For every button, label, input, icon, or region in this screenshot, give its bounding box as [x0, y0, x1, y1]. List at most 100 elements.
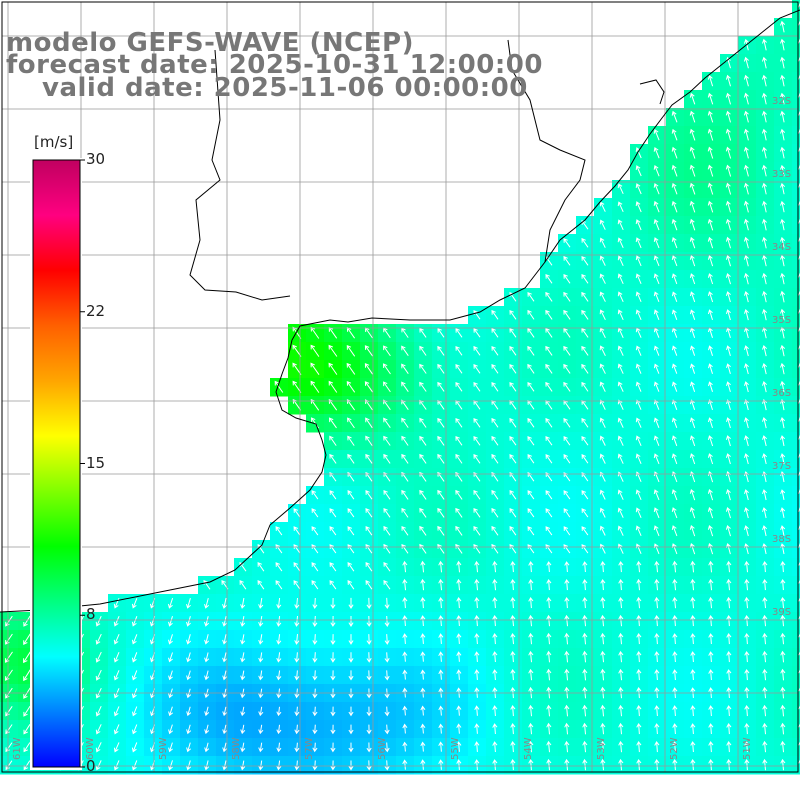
wind-arrow	[635, 147, 642, 159]
wind-arrow	[563, 381, 571, 392]
wind-arrow	[438, 669, 444, 680]
wind-arrow	[780, 560, 786, 573]
wind-arrow	[581, 255, 589, 266]
wind-arrow	[528, 740, 534, 753]
wind-arrow	[383, 562, 391, 572]
wind-arrow	[654, 669, 660, 681]
wind-arrow	[707, 435, 714, 447]
wind-arrow	[510, 614, 516, 627]
latitude-label: 33S	[772, 169, 791, 180]
wind-speed-cell	[792, 702, 800, 721]
wind-arrow	[312, 706, 318, 717]
wind-arrow	[636, 614, 642, 627]
wind-speed-cell	[792, 270, 800, 289]
wind-arrow	[510, 596, 516, 609]
wind-arrow	[276, 670, 282, 681]
wind-arrow	[491, 435, 499, 446]
wind-arrow	[798, 453, 800, 458]
wind-arrow	[798, 633, 800, 638]
wind-arrow	[420, 759, 426, 770]
wind-arrow	[617, 309, 624, 321]
wind-speed-cell	[792, 216, 800, 235]
wind-arrow	[168, 742, 173, 753]
wind-arrow	[438, 723, 444, 734]
wind-arrow	[564, 614, 570, 627]
wind-arrow	[509, 327, 517, 338]
wind-arrow	[545, 436, 553, 446]
wind-arrow	[798, 759, 800, 764]
wind-arrow	[383, 381, 391, 393]
wind-arrow	[690, 669, 696, 681]
wind-arrow	[635, 417, 642, 428]
wind-arrow	[437, 435, 445, 446]
wind-arrow	[113, 760, 120, 771]
wind-arrow	[743, 164, 749, 177]
wind-arrow	[365, 580, 373, 590]
wind-arrow	[456, 723, 462, 734]
wind-arrow	[510, 704, 516, 717]
wind-arrow	[654, 596, 660, 609]
wind-arrow	[726, 669, 732, 681]
wind-arrow	[762, 543, 768, 555]
wind-arrow	[725, 506, 731, 519]
wind-arrow	[762, 578, 768, 591]
wind-arrow	[312, 652, 318, 663]
wind-arrow	[95, 669, 102, 681]
wind-arrow	[420, 705, 426, 716]
wind-arrow	[780, 489, 786, 500]
wind-arrow	[798, 56, 800, 62]
wind-arrow	[617, 273, 624, 285]
wind-arrow	[690, 578, 696, 591]
wind-arrow	[546, 614, 552, 627]
wind-arrow	[599, 219, 606, 230]
wind-arrow	[528, 758, 534, 771]
wind-arrow	[312, 742, 318, 753]
wind-arrow	[276, 742, 282, 753]
wind-arrow	[329, 526, 337, 536]
wind-arrow	[581, 363, 589, 374]
wind-arrow	[419, 489, 427, 500]
wind-arrow	[690, 633, 696, 645]
wind-arrow	[492, 741, 498, 753]
wind-arrow	[473, 489, 481, 500]
wind-arrow	[95, 724, 102, 735]
wind-arrow	[600, 668, 606, 681]
wind-arrow	[204, 760, 210, 771]
wind-arrow	[744, 632, 750, 645]
wind-arrow	[456, 669, 462, 680]
wind-arrow	[546, 650, 552, 663]
wind-speed-cell	[792, 72, 800, 91]
wind-arrow	[636, 758, 642, 771]
wind-arrow	[690, 705, 696, 717]
wind-arrow	[348, 742, 354, 753]
wind-arrow	[762, 525, 768, 537]
wind-arrow	[383, 453, 391, 464]
wind-arrow	[618, 704, 624, 717]
wind-arrow	[329, 580, 337, 590]
wind-arrow	[708, 578, 714, 591]
wind-arrow	[384, 724, 390, 735]
wind-arrow	[617, 291, 624, 303]
wind-arrow	[780, 435, 786, 447]
wind-arrow	[581, 436, 589, 446]
wind-arrow	[294, 760, 300, 771]
wind-arrow	[240, 597, 246, 609]
wind-arrow	[654, 614, 660, 627]
wind-arrow	[671, 273, 678, 285]
wind-arrow	[95, 651, 102, 663]
wind-arrow	[366, 652, 372, 663]
wind-arrow	[653, 309, 660, 320]
wind-arrow	[563, 363, 571, 374]
wind-arrow	[635, 453, 642, 465]
wind-arrow	[780, 254, 786, 267]
wind-speed-cell	[792, 252, 800, 271]
wind-arrow	[762, 416, 768, 429]
wind-arrow	[563, 291, 571, 302]
wind-arrow	[545, 544, 553, 554]
wind-arrow	[671, 435, 678, 447]
wind-arrow	[581, 544, 589, 554]
wind-arrow	[563, 490, 571, 500]
wind-arrow	[798, 110, 800, 116]
wind-arrow	[330, 634, 336, 645]
wind-arrow	[599, 453, 606, 464]
